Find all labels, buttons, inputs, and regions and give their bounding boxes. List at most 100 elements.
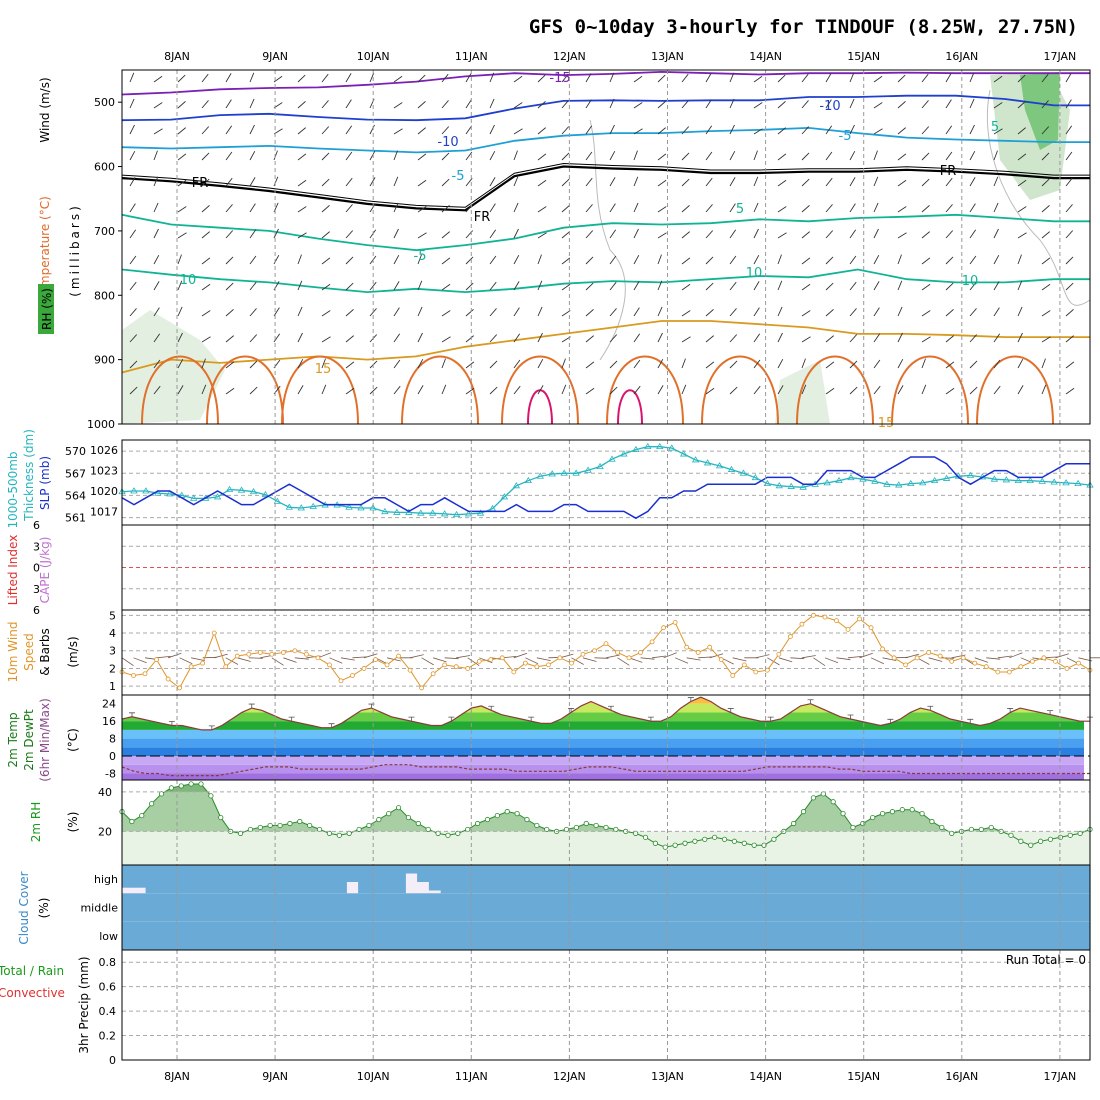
wind-barb xyxy=(945,99,952,109)
wind-barb xyxy=(345,151,353,161)
cloud-bar-low xyxy=(464,921,477,950)
rh-point xyxy=(218,814,224,821)
wind-speed-point xyxy=(937,653,943,659)
wind-barb xyxy=(801,152,810,161)
top-date-9JAN: 9JAN xyxy=(262,50,288,63)
wind-barb xyxy=(609,281,617,291)
thickness-point xyxy=(871,477,879,484)
wind-barb xyxy=(129,98,135,109)
thickness-point xyxy=(668,444,676,451)
temp-band xyxy=(122,721,1084,730)
wind-speed-point xyxy=(776,651,782,657)
wind-barb xyxy=(465,282,474,291)
wind-barb xyxy=(1041,126,1050,135)
cloud-bar-low xyxy=(806,921,820,950)
wind-barb xyxy=(633,150,638,161)
wind-speed-point xyxy=(453,664,459,670)
wind-speed-point xyxy=(557,655,563,661)
contour-teal-5 xyxy=(121,268,1090,294)
wind-barb xyxy=(729,229,737,239)
wind-barb xyxy=(177,127,186,135)
wind-barb xyxy=(321,152,330,161)
wind-barb xyxy=(129,177,136,187)
wind-speed-point xyxy=(926,650,932,655)
surface-barb xyxy=(847,656,862,659)
wind-barb xyxy=(585,73,592,83)
cloud-bar-low xyxy=(924,921,938,950)
cloud-bar-middle xyxy=(192,893,206,922)
wind-speed-point xyxy=(707,644,713,650)
cloud-bar-middle xyxy=(181,893,194,922)
wind-barb xyxy=(417,127,426,135)
wind-speed-point xyxy=(338,678,344,684)
cloud-bar-low xyxy=(535,921,548,950)
ytick-wind-1: 1 xyxy=(109,680,116,693)
wind-barb xyxy=(177,254,182,265)
wind-barb xyxy=(897,101,906,109)
wind-barb xyxy=(153,307,160,317)
wind-barb xyxy=(177,153,187,161)
wind-barb xyxy=(825,387,835,395)
wind-barb xyxy=(129,281,137,291)
thickness-point xyxy=(787,482,795,489)
label-2m-temp: 2m Temp xyxy=(6,712,20,767)
minmax-mark xyxy=(927,705,934,711)
wind-barb xyxy=(225,177,233,187)
wind-speed-point xyxy=(983,664,989,670)
cloud-bar-middle xyxy=(1078,893,1091,922)
wind-barb xyxy=(489,308,497,317)
wind-barb xyxy=(873,333,881,343)
wind-barb xyxy=(297,153,307,161)
cloud-bar-low xyxy=(771,921,784,950)
cloud-bar-low xyxy=(369,921,383,950)
wind-barb xyxy=(705,309,714,317)
label-cloud-cover: Cloud Cover xyxy=(17,871,31,944)
wind-speed-point xyxy=(545,662,551,668)
wind-barb xyxy=(609,360,618,369)
wind-speed-point xyxy=(857,616,862,622)
wind-barb xyxy=(657,153,667,161)
cloud-bar-middle xyxy=(1066,893,1079,922)
wind-barb xyxy=(921,283,931,291)
thickness-point xyxy=(381,507,389,515)
wind-barb xyxy=(633,102,643,109)
ytick-temp-24: 24 xyxy=(102,698,116,711)
thickness-point xyxy=(930,476,939,484)
cloud-bar-low xyxy=(299,921,312,950)
wind-speed-point xyxy=(488,657,494,662)
wind-barb xyxy=(921,257,931,265)
rh-point xyxy=(395,805,402,811)
wind-speed-point xyxy=(327,662,332,668)
rh-point xyxy=(889,809,896,815)
wind-barb xyxy=(345,177,353,187)
bubble-7 xyxy=(796,355,874,425)
cloud-bar-middle xyxy=(358,893,371,922)
surface-barb xyxy=(433,657,447,663)
wind-barb xyxy=(1017,385,1024,395)
temp-band xyxy=(122,756,1084,765)
wind-barb xyxy=(921,205,930,213)
surface-barb xyxy=(617,657,630,666)
temp-band xyxy=(122,773,1084,780)
wind-barb xyxy=(1017,232,1027,239)
minmax-mark xyxy=(647,716,654,722)
panel-precip: 0 0.2 0.4 0.6 0.8 xyxy=(99,949,1091,1067)
wind-barb xyxy=(321,205,330,213)
wind-barb xyxy=(465,256,474,265)
cloud-bar-high xyxy=(251,865,265,894)
wind-barb xyxy=(753,281,760,291)
wind-barb xyxy=(177,206,187,213)
cloud-bar-middle xyxy=(724,893,737,922)
wind-barb xyxy=(177,280,183,291)
cloud-bar-middle xyxy=(476,893,489,922)
thickness-point xyxy=(715,462,724,469)
minmax-mark xyxy=(967,718,974,724)
wind-barb xyxy=(345,361,355,369)
thickness-point xyxy=(703,459,712,466)
wind-barb xyxy=(321,178,330,187)
wind-barb xyxy=(993,202,999,213)
wind-barb xyxy=(489,203,496,213)
cloud-bar-high xyxy=(747,865,761,894)
cloud-bar-low xyxy=(145,921,158,950)
wind-barb xyxy=(153,176,159,187)
